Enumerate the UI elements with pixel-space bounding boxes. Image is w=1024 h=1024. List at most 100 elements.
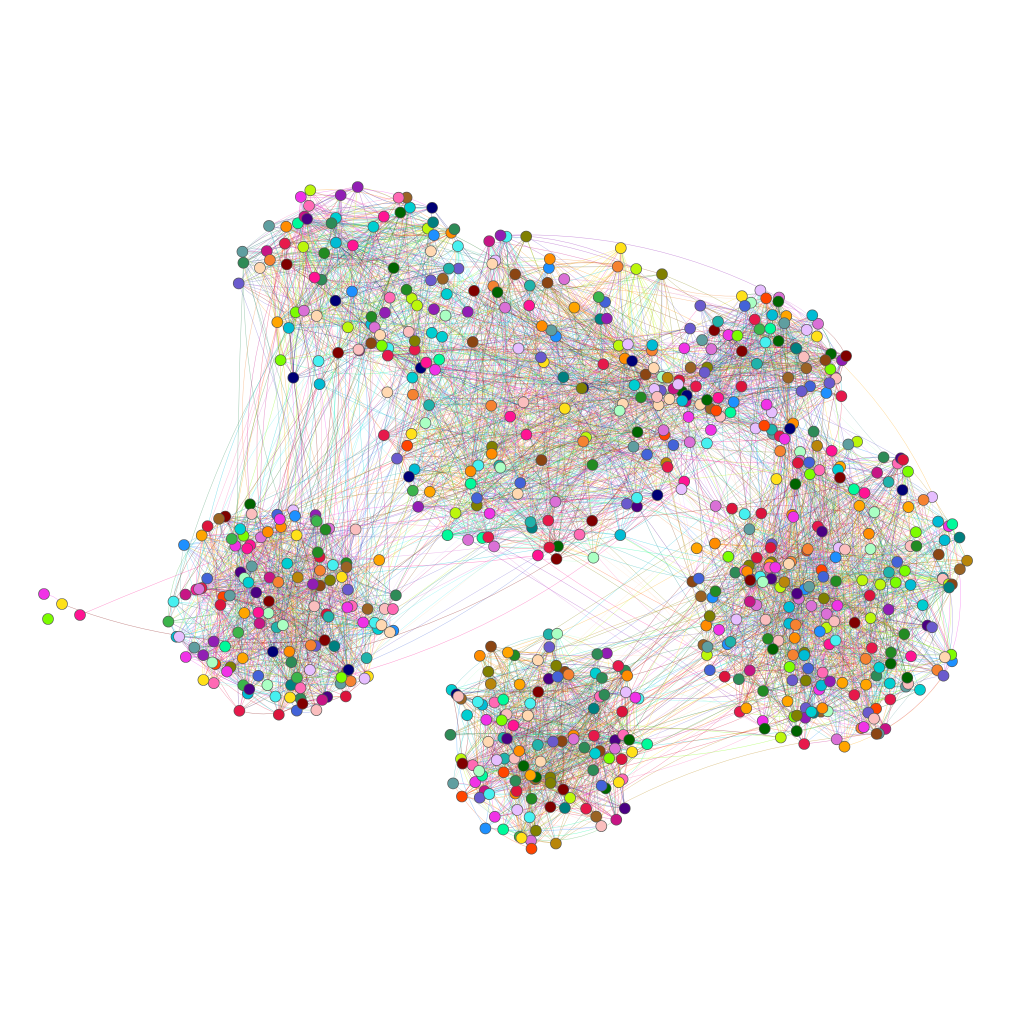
edge xyxy=(711,348,837,380)
edge xyxy=(259,267,282,361)
edge xyxy=(762,474,811,692)
edge xyxy=(771,369,831,430)
edge xyxy=(826,526,950,629)
edge xyxy=(563,376,634,447)
edge xyxy=(286,232,452,267)
edge xyxy=(707,366,789,378)
edge xyxy=(242,251,319,362)
edge xyxy=(472,341,593,521)
edge xyxy=(476,431,638,499)
edge xyxy=(418,285,531,507)
edge xyxy=(389,228,455,298)
edge xyxy=(667,386,697,468)
edge xyxy=(454,260,496,538)
edge xyxy=(620,248,635,386)
edge xyxy=(285,226,353,292)
edge xyxy=(314,207,433,278)
edge xyxy=(472,307,506,466)
edge xyxy=(447,534,550,548)
edge xyxy=(772,314,830,384)
edge xyxy=(712,578,950,598)
edge xyxy=(387,260,496,393)
edge xyxy=(473,290,490,514)
edge xyxy=(518,348,623,405)
edge xyxy=(827,477,841,622)
edge xyxy=(719,319,756,417)
edge xyxy=(749,526,949,671)
edge xyxy=(357,186,432,281)
edge xyxy=(741,315,813,387)
edge xyxy=(429,391,683,493)
edge xyxy=(412,394,559,547)
edge xyxy=(548,344,629,521)
edge xyxy=(243,262,278,323)
edge xyxy=(574,307,584,388)
edge xyxy=(556,481,685,560)
edge xyxy=(425,368,646,424)
edge xyxy=(318,293,447,362)
edge xyxy=(280,291,353,361)
edge xyxy=(321,268,449,283)
edge xyxy=(488,410,620,538)
edge xyxy=(381,345,490,514)
edge xyxy=(293,327,375,378)
edge xyxy=(476,266,618,506)
edge xyxy=(379,228,428,336)
edge xyxy=(579,443,708,535)
edge xyxy=(709,557,836,671)
edge xyxy=(489,434,665,514)
edge xyxy=(707,314,773,368)
edge xyxy=(478,274,516,466)
edge xyxy=(316,253,328,317)
edge xyxy=(827,652,892,712)
edge xyxy=(482,431,638,539)
edge xyxy=(792,499,924,656)
edge xyxy=(434,241,490,370)
edge xyxy=(358,226,374,351)
edge xyxy=(591,398,670,522)
edge xyxy=(259,267,294,378)
edge xyxy=(582,387,638,507)
edge xyxy=(583,387,690,443)
edge xyxy=(504,307,593,521)
edge xyxy=(288,327,421,369)
edge xyxy=(381,260,496,346)
edge xyxy=(493,235,507,547)
edge xyxy=(491,453,638,507)
edge xyxy=(273,243,286,323)
edge xyxy=(470,341,486,472)
edge xyxy=(555,247,621,337)
edge xyxy=(457,246,544,363)
edge xyxy=(541,429,664,461)
edge xyxy=(242,194,341,252)
edge xyxy=(275,216,305,361)
edge xyxy=(491,318,601,454)
edge xyxy=(826,627,905,635)
edge xyxy=(408,278,565,477)
edge xyxy=(447,466,668,536)
edge xyxy=(303,205,320,311)
edge xyxy=(428,399,667,464)
edge xyxy=(383,383,661,436)
edge xyxy=(429,325,543,492)
edge xyxy=(564,278,697,387)
edge xyxy=(504,307,601,322)
edge xyxy=(470,274,516,472)
edge xyxy=(379,280,432,336)
edge xyxy=(493,444,674,547)
edge xyxy=(549,258,658,496)
edge xyxy=(268,225,320,385)
edge xyxy=(529,285,652,351)
edge xyxy=(518,402,524,483)
edge xyxy=(764,382,830,426)
edge xyxy=(637,431,682,490)
edge xyxy=(593,391,683,558)
edge xyxy=(388,229,455,349)
edge xyxy=(547,282,707,444)
edge xyxy=(728,334,837,379)
edge xyxy=(504,307,707,444)
edge xyxy=(835,561,898,582)
edge xyxy=(873,499,924,719)
edge xyxy=(593,462,667,558)
edge xyxy=(835,537,960,641)
